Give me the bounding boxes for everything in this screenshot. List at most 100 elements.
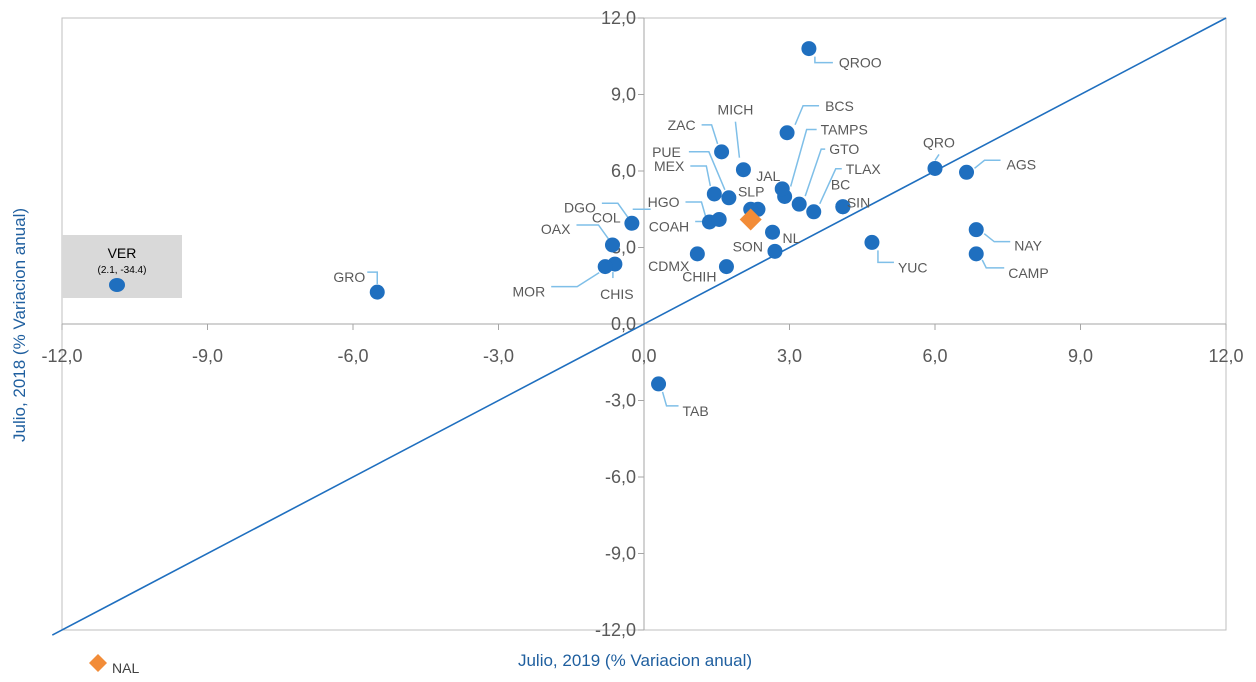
point-label-tab: TAB: [683, 403, 709, 419]
y-tick-label: 0,0: [611, 314, 636, 334]
point-label-tamps: TAMPS: [821, 122, 868, 138]
data-points: [369, 41, 984, 392]
y-tick-label: 6,0: [611, 161, 636, 181]
point-mich: [735, 162, 751, 178]
point-label-yuc: YUC: [898, 259, 928, 275]
leader-line-mich: [734, 121, 741, 158]
x-tick-label: 3,0: [777, 346, 802, 366]
leader-line-mex: [690, 165, 712, 187]
reference-line-y-equals-x: [51, 17, 1227, 636]
point-label-chis: CHIS: [600, 286, 633, 302]
point-label-jal: JAL: [756, 168, 780, 184]
point-label-nl: NL: [783, 230, 801, 246]
point-label-sin: SIN: [847, 195, 870, 211]
point-gto: [791, 196, 807, 212]
leader-line-gto: [804, 148, 826, 197]
y-tick-label: -12,0: [595, 620, 636, 640]
y-tick-label: -9,0: [605, 544, 636, 564]
point-dgo: [624, 215, 640, 231]
y-tick-label: -3,0: [605, 391, 636, 411]
leader-line-yuc: [877, 250, 894, 264]
point-label-ags: AGS: [1007, 156, 1037, 172]
point-label-slp: SLP: [738, 183, 764, 199]
leader-line-bcs: [794, 105, 820, 126]
y-tick-label: -6,0: [605, 467, 636, 487]
point-label-camp: CAMP: [1008, 265, 1048, 281]
x-tick-label: -9,0: [192, 346, 223, 366]
leader-line-qroo: [814, 56, 833, 64]
point-pue: [721, 190, 737, 206]
point-nay: [968, 222, 984, 238]
point-label-mex: MEX: [654, 158, 685, 174]
point-ags: [959, 164, 975, 180]
point-national: [739, 208, 762, 231]
leader-line-camp: [981, 259, 1005, 269]
point-qro: [927, 160, 943, 176]
x-tick-label: 9,0: [1068, 346, 1093, 366]
point-gro: [369, 284, 385, 300]
tick-labels: -12,0 -9,0 -6,0 -3,0 0,0 3,0 6,0 9,0 12,0 -12,0 -9…: [41, 8, 1243, 640]
point-jal: [774, 181, 790, 197]
point-qroo: [801, 41, 817, 57]
point-label-qroo: QROO: [839, 55, 882, 71]
point-label-tlax: TLAX: [846, 161, 882, 177]
leader-line-tab: [661, 391, 679, 407]
point-label-oax: OAX: [541, 221, 571, 237]
point-label-gto: GTO: [829, 141, 859, 157]
point-label-mor: MOR: [513, 284, 546, 300]
outlier-label: VER: [108, 245, 137, 261]
leader-line-zac: [701, 124, 719, 145]
point-tab: [651, 376, 667, 392]
point-label-bc: BC: [831, 177, 850, 193]
point-cdmx: [689, 246, 705, 262]
point-label-chih: CHIH: [682, 269, 716, 285]
legend-marker-national: [89, 654, 107, 672]
leader-line-tlax: [819, 168, 842, 205]
point-label-coah: COAH: [649, 218, 689, 234]
y-tick-label: 12,0: [601, 8, 636, 28]
leader-line-qro: [934, 154, 940, 161]
point-zac: [714, 144, 730, 160]
point-label-pue: PUE: [652, 144, 681, 160]
outlier-box: VER (2.1, -34.4): [62, 235, 182, 298]
leader-line-hgo: [685, 201, 707, 217]
x-tick-label: 6,0: [922, 346, 947, 366]
leader-line-mor: [551, 271, 600, 288]
outlier-point: [109, 278, 125, 292]
leader-line-pue: [688, 151, 726, 191]
point-yuc: [864, 234, 880, 250]
leader-line-dgo: [601, 202, 629, 218]
point-label-mich: MICH: [718, 102, 754, 118]
point-label-son: SON: [733, 238, 763, 254]
point-son: [767, 243, 783, 259]
point-sin: [835, 199, 851, 215]
label-leaders: [367, 56, 1011, 407]
point-mor: [597, 259, 613, 275]
point-label-dgo: DGO: [564, 199, 596, 215]
outlier-value: (2.1, -34.4): [98, 265, 147, 276]
point-coah: [711, 211, 727, 227]
point-nl: [765, 224, 781, 240]
point-mex: [706, 186, 722, 202]
point-bcs: [779, 125, 795, 141]
point-chih: [718, 259, 734, 275]
leader-line-gro: [367, 271, 378, 285]
point-oax: [604, 237, 620, 253]
point-label-qro: QRO: [923, 134, 955, 150]
point-tlax: [806, 204, 822, 220]
point-label-bcs: BCS: [825, 98, 854, 114]
x-tick-label: -3,0: [483, 346, 514, 366]
point-label-cdmx: CDMX: [648, 258, 690, 274]
leader-line-nay: [983, 233, 1011, 243]
leader-line-tamps: [789, 128, 817, 187]
x-tick-label: -6,0: [337, 346, 368, 366]
leader-line-oax: [576, 224, 610, 240]
point-label-zac: ZAC: [668, 117, 696, 133]
point-label-gro: GRO: [333, 269, 365, 285]
point-label-nay: NAY: [1014, 238, 1042, 254]
x-tick-label: 12,0: [1208, 346, 1243, 366]
legend-label-national: NAL: [112, 660, 139, 676]
